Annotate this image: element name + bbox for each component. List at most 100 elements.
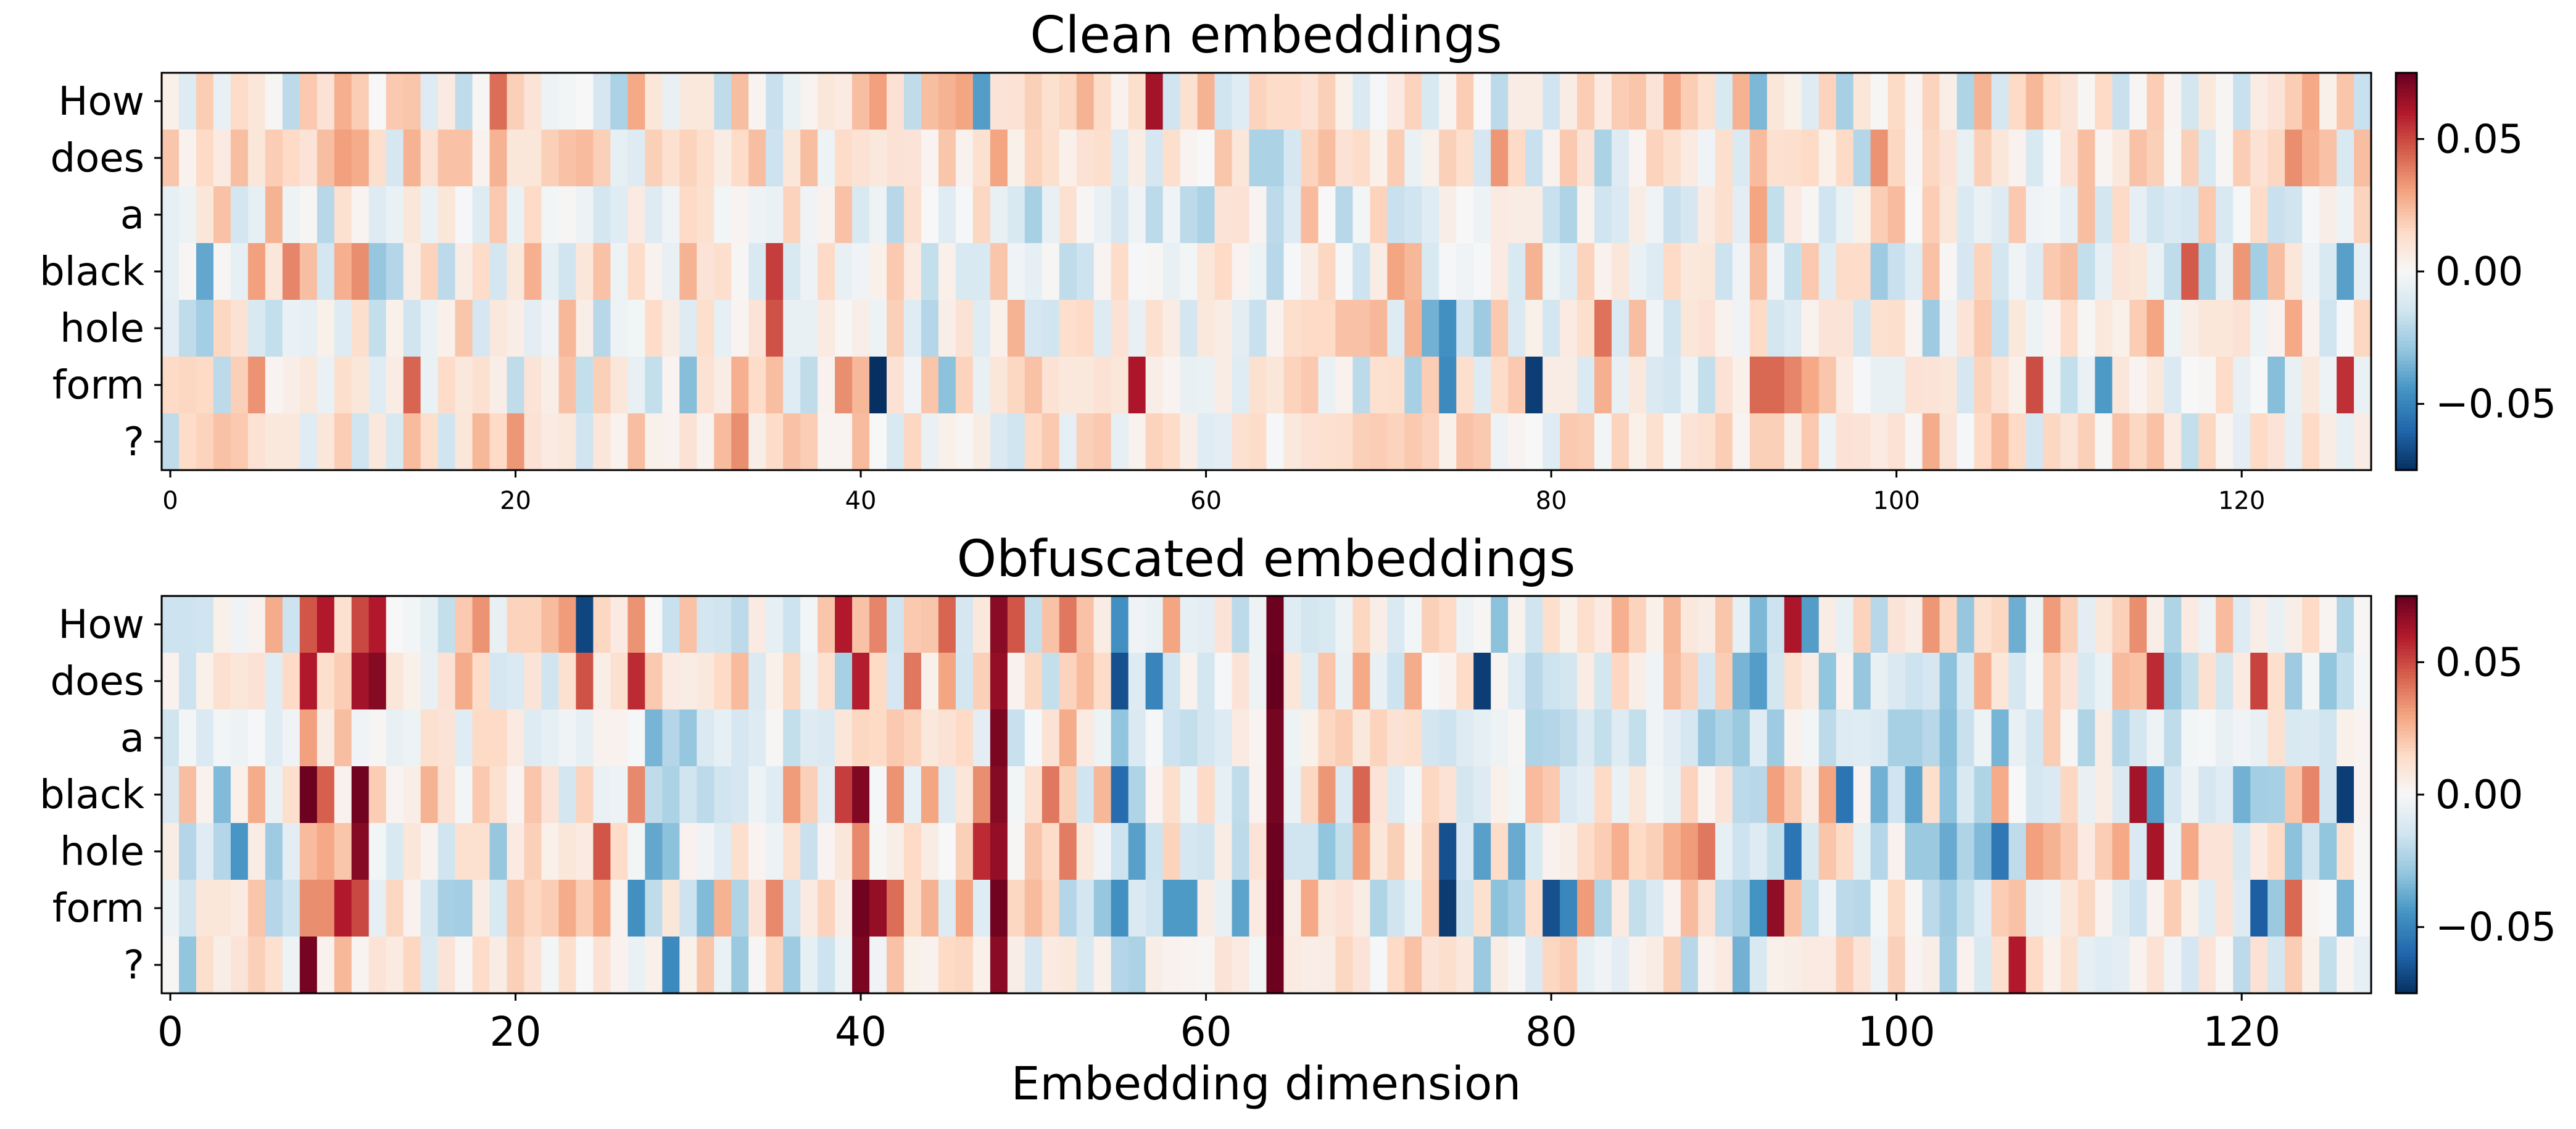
heatmap-cell [1145,653,1164,710]
heatmap-cell [1162,823,1181,880]
heatmap-cell [162,73,180,130]
heatmap-cell [1732,880,1750,937]
heatmap-cell [1508,243,1526,300]
heatmap-cell [731,300,749,357]
heatmap-cell [472,300,491,357]
colorbar-segment [2396,946,2417,951]
colorbar-segment [2396,602,2417,606]
heatmap-cell [697,766,714,824]
heatmap-cell [437,243,456,300]
colorbar-segment [2396,904,2417,908]
heatmap-cell [1905,243,1923,300]
heatmap-cell [265,186,283,244]
heatmap-cell [2337,413,2354,471]
heatmap-cell [731,709,749,767]
heatmap-cell [835,73,853,130]
heatmap-cell [1870,596,1889,653]
heatmap-cell [1646,766,1664,824]
heatmap-cell [1404,880,1422,937]
heatmap-cell [1076,300,1095,357]
heatmap-cell [472,766,491,824]
heatmap-cell [2129,823,2147,880]
heatmap-cell [1629,709,1647,767]
heatmap-cell [766,300,784,357]
heatmap-cell [1214,766,1233,824]
heatmap-cell [2354,413,2372,471]
heatmap-cell [1680,73,1699,130]
heatmap-cell [2216,596,2234,653]
colorbar-segment [2396,983,2417,987]
heatmap-cell [455,880,473,937]
heatmap-cell [558,243,577,300]
colorbar-segment [2396,735,2417,739]
heatmap-cell [1957,413,1975,471]
heatmap-cell [921,766,939,824]
heatmap-cell [869,653,887,710]
heatmap-cell [1853,937,1871,994]
heatmap-cell [1801,413,1820,471]
heatmap-cell [1543,243,1560,300]
heatmap-cell [869,413,887,471]
heatmap-cell [1715,73,1733,130]
heatmap-cell [1749,413,1768,471]
heatmap-cell [1922,766,1940,824]
colorbar-segment [2396,159,2417,163]
heatmap-cell [334,186,352,244]
heatmap-cell [2216,937,2234,994]
heatmap-cell [2129,243,2147,300]
heatmap-cell [265,73,283,130]
heatmap-cell [351,653,370,710]
heatmap-cell [869,709,887,767]
heatmap-cell [1991,937,2010,994]
heatmap-cell [1766,937,1785,994]
heatmap-cell [178,880,197,937]
heatmap-cell [938,653,956,710]
heatmap-cell [489,709,508,767]
heatmap-cell [1732,766,1750,824]
heatmap-cell [2285,653,2303,710]
heatmap-cell [1197,243,1216,300]
heatmap-cell [1180,880,1198,937]
heatmap-cell [766,653,784,710]
heatmap-cell [714,130,732,187]
heatmap-cell [403,73,421,130]
heatmap-cell [1042,243,1060,300]
heatmap-cell [1335,73,1353,130]
colorbar-segment [2396,933,2417,938]
heatmap-cell [1991,709,2010,767]
heatmap-cell [1370,186,1388,244]
heatmap-cell [1042,596,1060,653]
heatmap-cell [1283,937,1302,994]
heatmap-cell [2233,653,2251,710]
heatmap-cell [627,937,645,994]
heatmap-cell [921,73,939,130]
heatmap-cell [2250,73,2268,130]
heatmap-cell [938,73,956,130]
heatmap-cell [334,766,352,824]
heatmap-cell [541,709,560,767]
heatmap-cell [1301,653,1319,710]
heatmap-cell [1491,73,1509,130]
heatmap-cell [1024,300,1043,357]
heatmap-cell [1612,596,1630,653]
heatmap-cell [1301,300,1319,357]
heatmap-cell [351,937,370,994]
x-tick-label: 60 [1190,487,1222,515]
heatmap-cell [2164,766,2182,824]
heatmap-cell [1439,357,1457,414]
heatmap-cell [800,880,818,937]
heatmap-cell [1629,596,1647,653]
heatmap-cell [1473,937,1491,994]
heatmap-cell [2181,596,2199,653]
heatmap-cell [1629,186,1647,244]
heatmap-cell [1439,709,1457,767]
heatmap-cell [1197,413,1216,471]
heatmap-cell [645,596,663,653]
heatmap-cell [1024,766,1043,824]
heatmap-cell [1577,73,1595,130]
x-tick-label: 40 [835,1008,887,1056]
heatmap-cell [731,243,749,300]
colorbar-segment [2396,357,2417,362]
heatmap-cell [1922,880,1940,937]
